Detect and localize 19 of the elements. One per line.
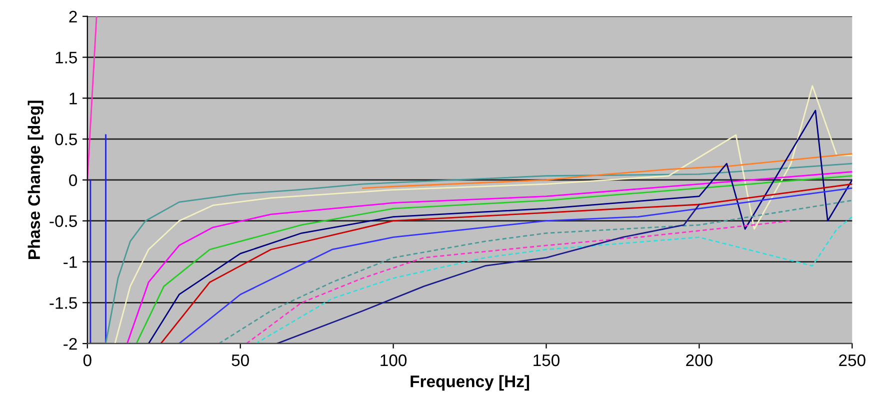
y-axis-title: Phase Change [deg] [28, 100, 44, 259]
y-tick-label: 0 [69, 174, 78, 186]
x-tick-label: 150 [534, 354, 560, 366]
x-tick-label: 250 [839, 354, 866, 366]
x-tick-label: 200 [686, 354, 712, 366]
line-series [276, 204, 700, 344]
y-tick-label: 0.5 [55, 133, 77, 146]
y-tick-label: -2 [64, 338, 77, 350]
line-series [362, 153, 852, 189]
x-tick-label: 50 [232, 354, 249, 366]
y-tick-label: 1 [70, 92, 77, 104]
y-tick-label: 2 [69, 10, 77, 22]
y-tick-label: -0.5 [50, 215, 77, 228]
y-tick-label: -1.5 [50, 297, 77, 309]
x-axis-title: Frequency [Hz] [410, 375, 530, 391]
x-tick-label: 0 [83, 354, 92, 366]
y-tick-label: -1 [64, 256, 77, 268]
y-tick-label: 1.5 [56, 52, 77, 64]
x-tick-label: 100 [380, 354, 407, 366]
